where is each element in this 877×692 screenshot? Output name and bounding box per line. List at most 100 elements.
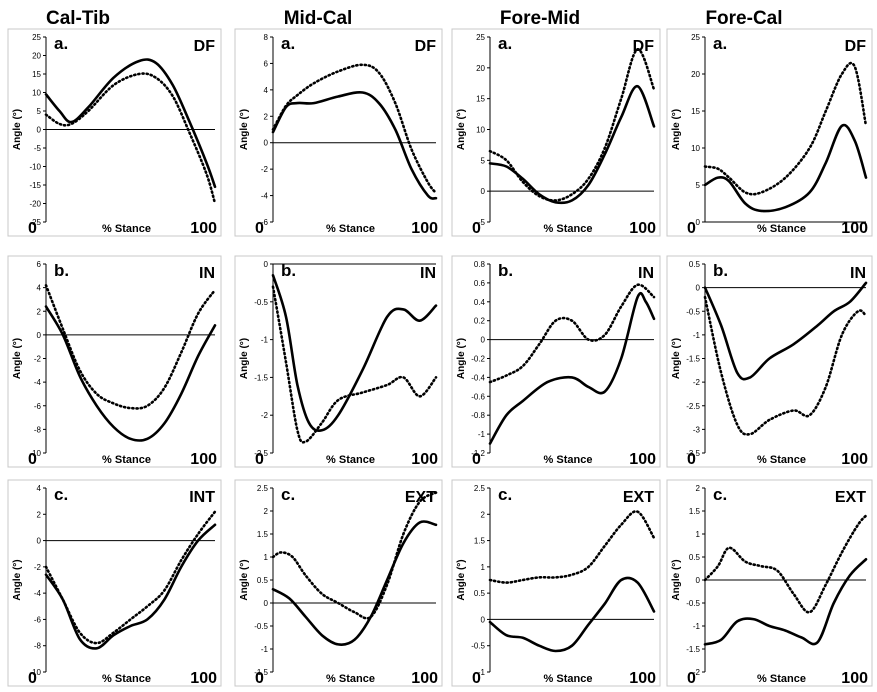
y-tick-label: -0.5 [254,298,268,307]
column-title-mid-cal: Mid-Cal [284,8,353,29]
series-line-dotted [271,63,438,195]
y-tick-label: -6 [261,218,269,227]
y-tick-label: -0.5 [686,307,700,316]
x-axis-label: % Stance [757,673,806,685]
y-tick-label: 0.5 [257,576,269,585]
x-axis-label: % Stance [102,223,151,235]
y-axis-label: Angle (°) [456,109,467,150]
y-tick-label: 15 [691,107,700,116]
x-end-label: 100 [190,670,217,687]
series-line-solid [488,576,656,653]
y-tick-label: -0.8 [471,411,485,420]
series-line-dotted [271,491,438,620]
y-tick-label: 4 [37,484,42,493]
x-axis-label: % Stance [544,454,593,466]
x-start-label: 0 [255,670,264,687]
y-tick-label: 2.5 [474,484,486,493]
series-line-dotted [44,510,217,645]
panel-letter: c. [498,485,512,504]
y-tick-label: -6 [34,615,42,624]
x-end-label: 100 [411,220,438,237]
x-start-label: 0 [687,451,696,468]
y-tick-label: -0.5 [686,599,700,608]
y-tick-label: -10 [29,163,41,172]
direction-label: EXT [835,489,866,506]
column-title-cal-tib: Cal-Tib [46,8,110,29]
panel-letter: b. [281,261,296,280]
y-tick-label: 2 [264,507,269,516]
y-tick-label: 0 [37,331,42,340]
y-tick-label: -1 [693,331,701,340]
y-axis-label: Angle (°) [671,338,682,379]
y-tick-label: -3 [693,425,701,434]
y-tick-label: -8 [34,642,42,651]
y-tick-label: 0 [37,537,42,546]
direction-label: EXT [623,489,654,506]
panel-fore-mid-b: -1.2 -1 -0.8 -0.6 -0.4 -0.2 0 0.2 0.4 0.6 0.8 Angle… [451,255,661,468]
panel-mid-cal-c: -1.5 -1 -0.5 0 0.5 1 1.5 2 2.5 Angle (°) c. EXT 0 % S… [234,479,443,687]
direction-label: DF [194,38,216,55]
y-tick-label: -2.5 [254,449,268,458]
y-tick-label: -1 [261,336,269,345]
panel-frame [7,255,222,468]
y-tick-label: -25 [29,218,41,227]
x-start-label: 0 [28,220,37,237]
series-line-solid [703,123,868,213]
x-end-label: 100 [629,220,656,237]
y-tick-label: -3.5 [686,449,700,458]
y-tick-label: 0 [264,139,269,148]
x-end-label: 100 [411,670,438,687]
column-title-fore-cal: Fore-Cal [705,8,782,29]
y-tick-label: 0.5 [689,553,701,562]
y-tick-label: 8 [264,33,269,42]
series-line-dotted [488,510,656,584]
y-axis-label: Angle (°) [12,109,23,150]
series-line-dotted [44,72,217,205]
x-axis-label: % Stance [326,223,375,235]
y-tick-label: 0 [696,576,701,585]
y-tick-label: -4 [261,192,269,201]
y-tick-label: 2 [264,112,269,121]
y-tick-label: 5 [696,181,701,190]
y-tick-label: 1.5 [474,537,486,546]
panel-fore-cal-a: 0 5 10 15 20 25 Angle (°) a. DF 0 % Stance 100 [666,28,873,237]
y-tick-label: 5 [481,156,486,165]
series-line-dotted [44,284,217,410]
column-titles: Cal-Tib Mid-Cal Fore-Mid Fore-Cal [46,8,783,29]
y-tick-label: 2 [37,510,42,519]
y-tick-label: 10 [691,144,700,153]
series-line-dotted [488,283,656,384]
y-tick-label: -2 [693,668,701,677]
series-line-dotted [271,285,438,444]
y-axis-label: Angle (°) [671,559,682,600]
y-tick-label: 25 [691,33,700,42]
y-tick-label: -10 [29,449,41,458]
x-start-label: 0 [472,451,481,468]
y-tick-label: 10 [32,89,41,98]
series-line-solid [44,523,217,650]
x-end-label: 100 [190,220,217,237]
y-tick-label: -6 [34,402,42,411]
series-line-solid [271,90,438,200]
y-axis-label: Angle (°) [12,559,23,600]
direction-label: IN [420,265,436,282]
direction-label: INT [189,489,215,506]
y-tick-label: 0 [37,126,42,135]
y-tick-label: 2 [696,484,701,493]
x-start-label: 0 [28,670,37,687]
y-tick-label: 0.6 [474,279,486,288]
x-axis-label: % Stance [326,454,375,466]
y-tick-label: -0.2 [471,355,485,364]
x-axis-label: % Stance [102,454,151,466]
y-tick-label: 0 [696,284,701,293]
panel-cal-tib-a: -25 -20 -15 -10 -5 0 5 10 15 20 25 Angle (°) a. DF 0 % … [7,28,222,237]
direction-label: EXT [405,489,436,506]
y-tick-label: -1 [693,622,701,631]
y-tick-label: 15 [32,70,41,79]
direction-label: DF [845,38,867,55]
y-tick-label: 0 [481,615,486,624]
y-tick-label: -2 [261,165,269,174]
y-tick-label: -0.5 [471,642,485,651]
panel-frame [666,28,873,237]
